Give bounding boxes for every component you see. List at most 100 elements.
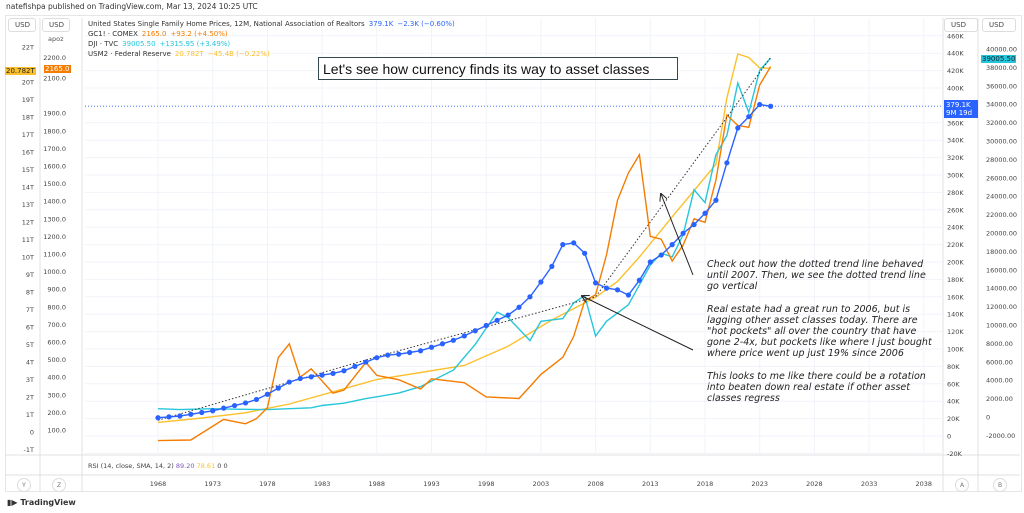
rsi-label: RSI (14, close, SMA, 14, 2): [88, 462, 174, 470]
home-price-point: [494, 317, 500, 323]
left-axis-1-tick: 3T: [26, 376, 34, 384]
home-price-point: [308, 374, 314, 380]
left-axis-1-unit[interactable]: USD: [8, 18, 36, 32]
home-price-badge: 379.1K 9M 19d: [944, 100, 978, 118]
left-axis-1-tick: 18T: [22, 114, 34, 122]
home-price-point: [593, 280, 599, 286]
legend-dji-value: 39005.50: [122, 40, 156, 48]
left-axis-2-tick: 1200.0: [43, 233, 66, 241]
right-axis-b-tick: 26000.00: [986, 174, 1017, 182]
series-line-m2-usd-t-: [157, 53, 771, 424]
legend-m2-name: USM2 · Federal Reserve: [88, 50, 171, 58]
home-price-point: [538, 279, 544, 285]
home-price-point: [713, 197, 719, 203]
legend-home[interactable]: United States Single Family Home Prices,…: [88, 20, 459, 28]
home-price-point: [264, 391, 270, 397]
x-tick-label: 2008: [587, 480, 604, 488]
right-axis-a-tick: 400K: [947, 85, 964, 93]
annotation-note[interactable]: Check out how the dotted trend line beha…: [707, 259, 935, 415]
x-tick-label: 1998: [478, 480, 495, 488]
legend-m2[interactable]: USM2 · Federal Reserve 20.782T −45.4B (−0.…: [88, 50, 274, 58]
left-axis-1-tick: 10T: [22, 254, 34, 262]
right-axis-b-tick: 22000.00: [986, 211, 1017, 219]
left-axis-1-tick: 1T: [26, 411, 34, 419]
tv-logo-text: TradingView: [20, 498, 76, 507]
x-tick-label: 1988: [369, 480, 386, 488]
legend-gold-name: GC1! · COMEX: [88, 30, 138, 38]
home-price-point: [363, 359, 369, 365]
home-price-point: [319, 372, 325, 378]
left-axis-2-tick: 200.0: [47, 409, 66, 417]
rsi-v4: 0: [223, 462, 228, 470]
left-axis-1-tick: 9T: [26, 271, 34, 279]
z-axis-button[interactable]: Z: [52, 478, 66, 492]
rsi-legend[interactable]: RSI (14, close, SMA, 14, 2) 89.20 78.61 …: [88, 462, 228, 470]
a-axis-button[interactable]: A: [955, 478, 969, 492]
home-price-point: [603, 285, 610, 291]
left-axis-1-tick: 7T: [26, 306, 34, 314]
home-price-point: [669, 242, 675, 248]
left-axis-1-tick: 2T: [26, 394, 34, 402]
series-line-dji-usd-: [157, 57, 772, 411]
left-axis-2-tick: 700.0: [47, 321, 66, 329]
legend-home-name: United States Single Family Home Prices,…: [88, 20, 365, 28]
left-axis-1-tick: 17T: [22, 131, 34, 139]
legend-dji-name: DJI · TVC: [88, 40, 119, 48]
right-axis-a-unit[interactable]: USD: [944, 18, 978, 32]
home-price-point: [210, 408, 216, 414]
right-axis-a-tick: 340K: [947, 137, 964, 145]
left-axis-2-tick: 2200.0: [43, 54, 66, 62]
home-price-point: [439, 341, 446, 347]
callout-textbox[interactable]: Let's see how currency finds its way to …: [318, 57, 678, 80]
note-paragraph-3: This looks to me like there could be a r…: [707, 370, 926, 405]
right-axis-a-tick: 320K: [947, 154, 964, 162]
left-axis-2-tick: 1400.0: [43, 198, 66, 206]
home-price-point: [472, 328, 478, 334]
legend-dji[interactable]: DJI · TVC 39005.50 +1315.95 (+3.49%): [88, 40, 234, 48]
left-axis-1-tick: -1T: [24, 446, 34, 454]
b-axis-button[interactable]: B: [993, 478, 1007, 492]
home-price-point: [253, 396, 260, 403]
legend-m2-change: −45.4B (−0.22%): [207, 50, 270, 58]
right-axis-b-tick: 38000.00: [986, 64, 1017, 72]
right-axis-a-tick: 200K: [947, 259, 964, 267]
tradingview-logo[interactable]: ▮▶ TradingView: [7, 498, 76, 507]
x-tick-label: 2033: [861, 480, 878, 488]
right-axis-b-tick: 18000.00: [986, 248, 1017, 256]
left-axis-2-tick: 1700.0: [43, 145, 66, 153]
right-axis-b-tick: 16000.00: [986, 266, 1017, 274]
x-tick-label: 2003: [533, 480, 550, 488]
right-axis-a-tick: 300K: [947, 172, 964, 180]
publisher-line: natefishpa published on TradingView.com,…: [6, 2, 258, 11]
home-price-point: [330, 370, 336, 376]
home-price-point: [177, 413, 183, 419]
legend-home-change: −2.3K (−0.60%): [397, 20, 455, 28]
chart-frame: [5, 15, 1022, 492]
home-price-value: 379.1K: [946, 101, 971, 109]
home-price-point: [768, 103, 774, 109]
home-price-point: [450, 337, 456, 343]
legend-gold[interactable]: GC1! · COMEX 2165.0 +93.2 (+4.50%): [88, 30, 232, 38]
x-tick-label: 2023: [751, 480, 768, 488]
dji-price-badge: 39005.50: [981, 55, 1017, 63]
right-axis-b-unit[interactable]: USD: [982, 18, 1016, 32]
home-price-point: [735, 125, 741, 131]
left-axis-2-unit[interactable]: USD: [42, 18, 70, 32]
right-axis-b-tick: -2000.00: [986, 432, 1015, 440]
note-paragraph-1: Check out how the dotted trend line beha…: [707, 259, 926, 293]
x-tick-label: 1968: [150, 480, 167, 488]
home-price-point: [275, 385, 281, 391]
y-axis-button[interactable]: Y: [17, 478, 31, 492]
right-axis-a-tick: 40K: [947, 398, 960, 406]
left-axis-2-tick: 800.0: [47, 303, 66, 311]
right-axis-b-tick: 34000.00: [986, 101, 1017, 109]
home-price-point: [636, 277, 642, 283]
home-price-point: [571, 240, 577, 246]
right-axis-b-tick: 30000.00: [986, 138, 1017, 146]
right-axis-b-tick: 14000.00: [986, 285, 1017, 293]
note-paragraph-2: Real estate had a great run to 2006, but…: [707, 303, 932, 360]
home-price-point: [428, 344, 435, 350]
home-price-point: [396, 351, 402, 357]
home-price-point: [549, 263, 555, 269]
